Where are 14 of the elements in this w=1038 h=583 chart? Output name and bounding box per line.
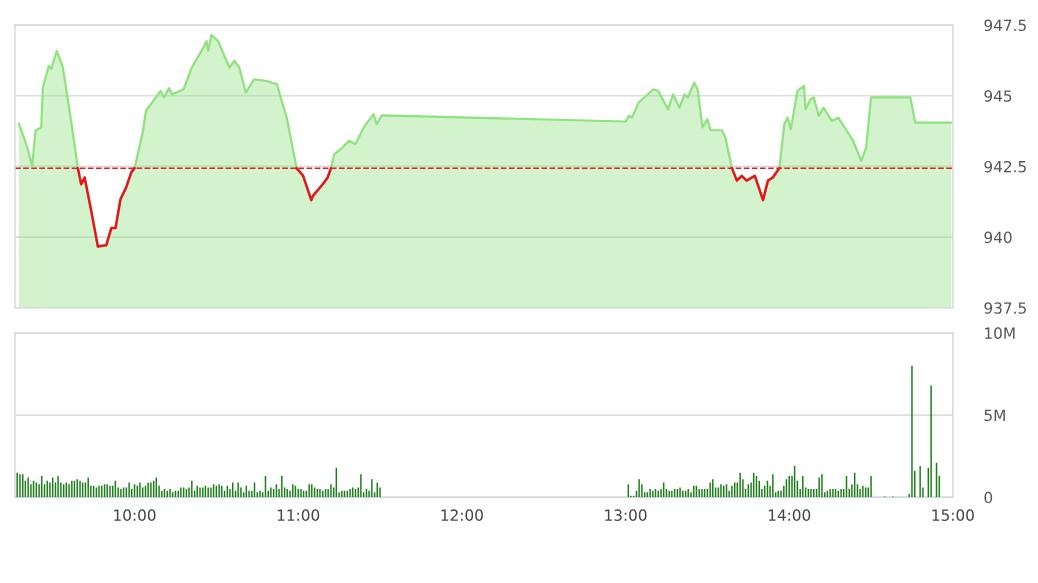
x-tick-label: 14:00: [768, 509, 811, 521]
y-tick-label: 942.5: [984, 160, 1026, 173]
y-tick-label: 945: [984, 90, 1012, 102]
y-tick-label: 0: [984, 491, 993, 504]
y-tick-label: 937.5: [984, 302, 1026, 314]
x-tick-label: 13:00: [605, 509, 647, 521]
x-tick-label: 12:00: [441, 509, 483, 521]
y-tick-label: 947.5: [984, 19, 1026, 32]
x-tick-label: 15:00: [932, 509, 974, 521]
y-tick-label: 10M: [985, 327, 1015, 339]
x-tick-label: 11:00: [277, 509, 320, 521]
y-tick-label: 940: [984, 231, 1012, 244]
y-tick-label: 5M: [984, 409, 1005, 422]
x-tick-label: 10:00: [114, 509, 156, 521]
